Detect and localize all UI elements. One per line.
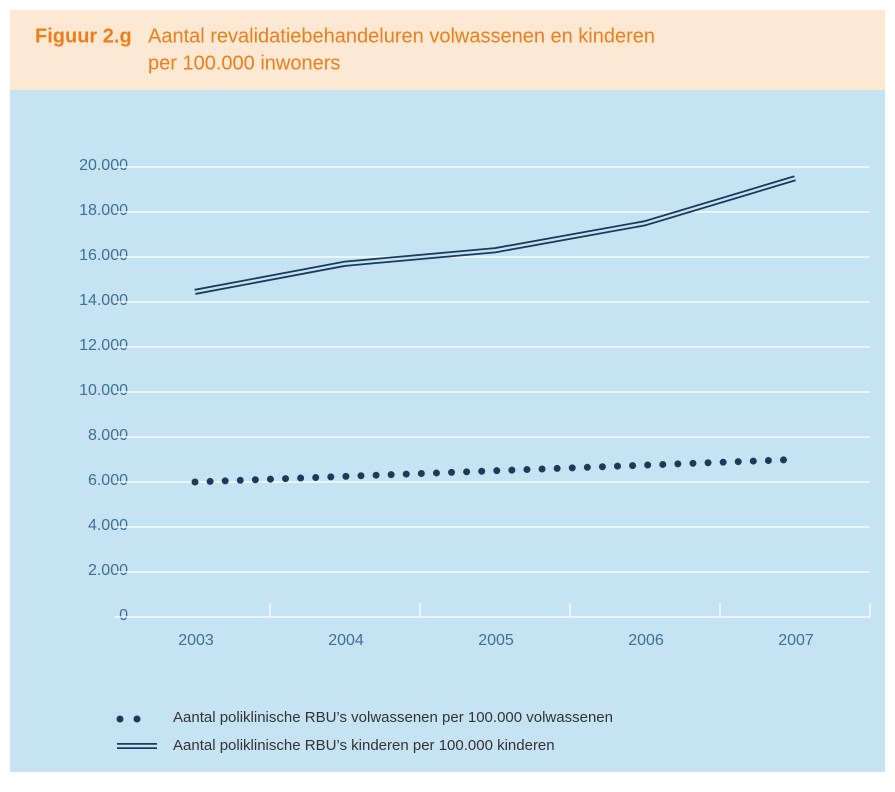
y-tick-label: 18.000 (79, 202, 128, 219)
y-tick-label: 2.000 (88, 562, 128, 579)
x-tick-label: 2006 (628, 632, 664, 649)
chart-title: Aantal revalidatiebehandeluren volwassen… (148, 25, 655, 47)
x-tick-label: 2003 (178, 632, 214, 649)
x-tick-label: 2007 (778, 632, 814, 649)
figure-label: Figuur 2.g (35, 25, 132, 47)
y-tick-label: 8.000 (88, 427, 128, 444)
legend-label: Aantal poliklinische RBU’s volwassenen p… (173, 709, 613, 726)
y-tick-label: 0 (119, 607, 128, 624)
legend-label: Aantal poliklinische RBU’s kinderen per … (173, 737, 555, 754)
chart-area (10, 90, 885, 772)
y-tick-label: 20.000 (79, 157, 128, 174)
header-band (10, 10, 885, 90)
series-line (191, 456, 799, 486)
y-tick-label: 14.000 (79, 292, 128, 309)
y-tick-label: 10.000 (79, 382, 128, 399)
y-tick-label: 16.000 (79, 247, 128, 264)
x-tick-label: 2004 (328, 632, 364, 649)
y-tick-label: 4.000 (88, 517, 128, 534)
series-line-gap (194, 177, 796, 294)
y-tick-label: 6.000 (88, 472, 128, 489)
y-tick-label: 12.000 (79, 337, 128, 354)
x-tick-label: 2005 (478, 632, 514, 649)
chart-subtitle: per 100.000 inwoners (148, 52, 340, 74)
